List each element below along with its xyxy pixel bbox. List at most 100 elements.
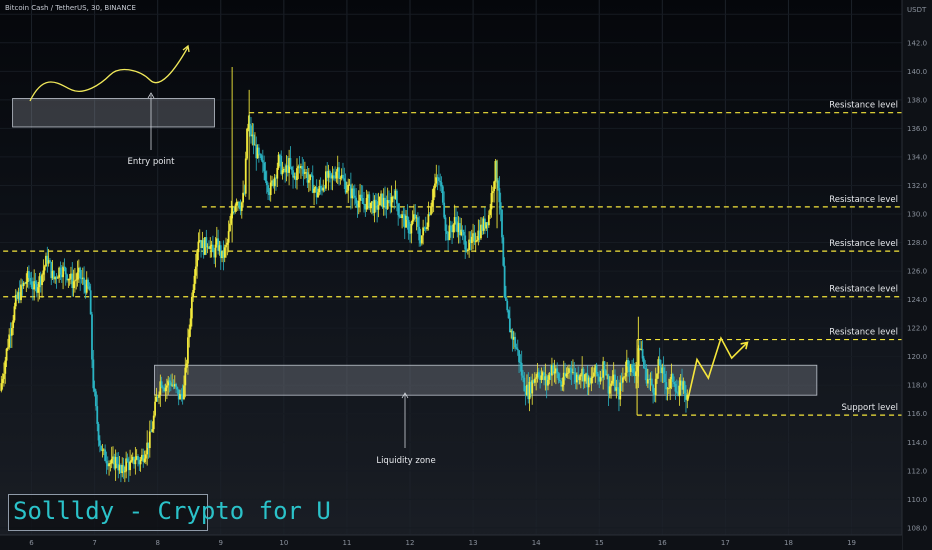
- candle-body: [328, 170, 331, 174]
- candle-body: [527, 384, 530, 400]
- candle-body: [606, 374, 609, 376]
- candle-body: [28, 271, 30, 278]
- candle-body: [43, 266, 46, 271]
- candle-body: [608, 386, 611, 394]
- candle-body: [683, 381, 686, 394]
- candle-body: [674, 384, 677, 392]
- candle-body: [522, 375, 524, 378]
- candle-body: [197, 241, 200, 253]
- candle-body: [603, 361, 606, 371]
- candle-body: [678, 385, 681, 397]
- candle-body: [640, 348, 643, 350]
- candle-body: [539, 376, 541, 381]
- candle-body: [142, 454, 145, 462]
- candle-body: [529, 381, 532, 394]
- candle-body: [168, 380, 171, 383]
- candle-body: [616, 387, 619, 390]
- candle-body: [364, 204, 367, 210]
- candle-body: [652, 384, 655, 393]
- candle-body: [349, 184, 352, 199]
- candle-body: [600, 376, 603, 378]
- candle-body: [293, 176, 296, 178]
- candle-body: [196, 252, 199, 267]
- currency-label: USDT: [907, 6, 927, 14]
- projection-path: [686, 336, 749, 402]
- candle-body: [277, 154, 280, 168]
- candle-body: [185, 363, 188, 368]
- candle-body: [256, 147, 259, 159]
- candle-body: [179, 393, 181, 400]
- candle-body: [205, 237, 208, 248]
- candle-body: [410, 223, 413, 234]
- level-label: Resistance level: [829, 239, 898, 249]
- candle-body: [188, 329, 191, 338]
- candle-body: [110, 458, 113, 464]
- candle-body: [315, 187, 318, 198]
- candle-body: [159, 381, 162, 395]
- candle-body: [8, 334, 11, 348]
- candle-body: [123, 471, 126, 473]
- candle-body: [181, 394, 184, 400]
- candle-body: [457, 223, 460, 233]
- candle-body: [377, 205, 380, 210]
- candle-body: [177, 389, 180, 400]
- candle-body: [305, 172, 308, 174]
- candle-body: [240, 202, 243, 211]
- candle-body: [581, 368, 584, 375]
- candle-body: [292, 170, 294, 178]
- candle-body: [486, 222, 489, 226]
- candle-body: [461, 229, 464, 232]
- candle-body: [365, 197, 368, 210]
- candle-body: [17, 292, 20, 299]
- candle-body: [54, 276, 57, 280]
- candle-body: [390, 196, 393, 207]
- candle-body: [301, 166, 304, 170]
- candle-body: [657, 359, 660, 374]
- candle-body: [447, 233, 450, 241]
- candle-body: [214, 244, 217, 258]
- candle-body: [533, 378, 536, 383]
- candle-body: [549, 373, 552, 376]
- candle-body: [573, 372, 576, 373]
- liquidity-zone-label: Liquidity zone: [376, 456, 435, 466]
- candle-body: [163, 388, 166, 392]
- candle-body: [31, 287, 34, 290]
- candle-body: [319, 186, 322, 188]
- candle-body: [326, 171, 329, 178]
- candle-body: [405, 215, 407, 228]
- candle-body: [501, 209, 503, 238]
- candle-body: [288, 158, 291, 173]
- candle-body: [56, 277, 59, 279]
- candle-body: [510, 330, 513, 333]
- candle-body: [374, 199, 377, 202]
- entry-point-label: Entry point: [128, 157, 176, 167]
- candle-body: [264, 171, 267, 181]
- candle-body: [436, 177, 439, 179]
- candle-body: [129, 461, 131, 471]
- candle-body: [296, 168, 298, 181]
- candle-body: [50, 261, 53, 279]
- candle-body: [156, 396, 159, 398]
- candle-body: [155, 396, 158, 402]
- candle-body: [491, 191, 494, 194]
- candle-body: [686, 394, 689, 400]
- candle-body: [116, 457, 118, 464]
- candle-body: [41, 274, 43, 286]
- candle-body: [620, 382, 623, 384]
- candle-body: [344, 181, 347, 193]
- candle-body: [289, 158, 292, 167]
- candle-body: [472, 233, 474, 237]
- candle-body: [24, 282, 26, 284]
- candle-body: [223, 247, 226, 258]
- candle-body: [330, 173, 333, 179]
- candle-body: [193, 275, 196, 290]
- x-tick-label: 12: [406, 539, 415, 547]
- candle-body: [368, 194, 371, 209]
- candle-body: [424, 227, 427, 230]
- candle-body: [426, 226, 428, 230]
- candle-body: [369, 202, 372, 209]
- candle-body: [535, 377, 538, 379]
- candle-body: [594, 364, 597, 373]
- candle-body: [493, 181, 496, 192]
